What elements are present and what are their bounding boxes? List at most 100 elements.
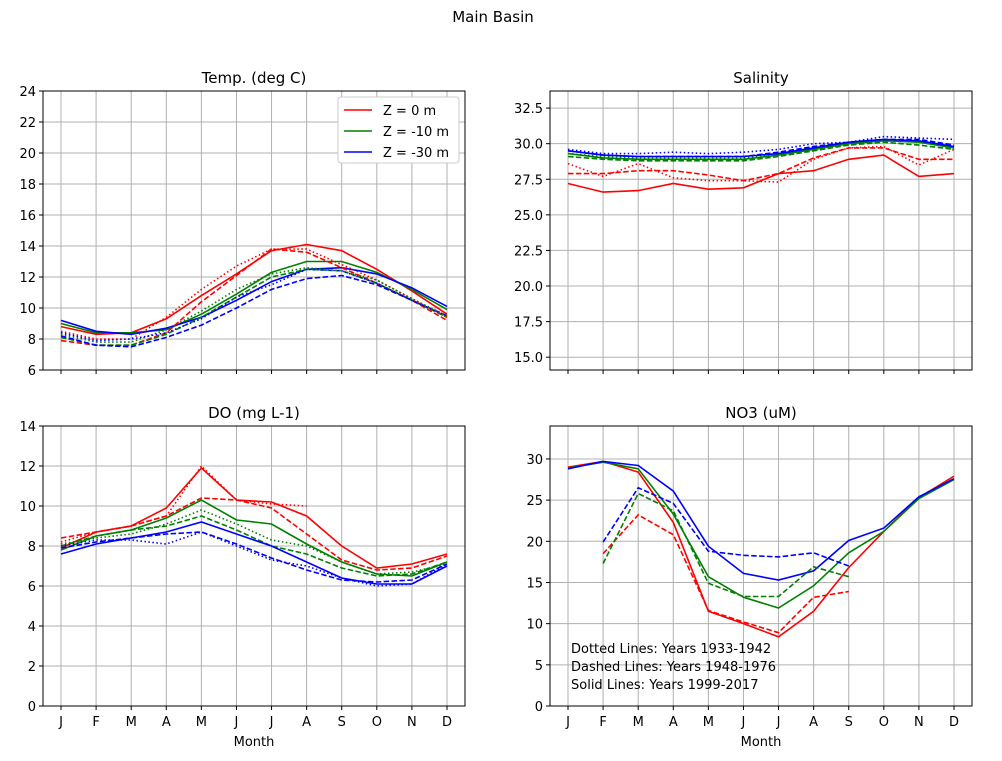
legend: Z = 0 m Z = -10 m Z = -30 m [337, 96, 460, 164]
x-tick-label: S [845, 715, 853, 730]
series-line-dotted [60, 464, 307, 543]
x-tick-label: N [407, 715, 417, 730]
series-line-dotted [60, 509, 448, 575]
axes-frame [42, 90, 466, 371]
subplot-title: NO3 (uM) [725, 404, 797, 422]
legend-box [337, 96, 460, 164]
x-tick-label: D [442, 715, 452, 730]
y-tick-label: 25 [526, 494, 543, 509]
y-tick-label: 5 [535, 659, 543, 674]
y-tick-label: 4 [28, 620, 36, 635]
series-line-solid [567, 460, 955, 638]
figure-title: Main Basin [452, 8, 534, 26]
x-tick-label: J [269, 715, 274, 730]
x-tick-label: M [126, 715, 137, 730]
y-tick-label: 20 [526, 535, 543, 550]
x-tick-label: D [949, 715, 959, 730]
y-tick-label: 14 [19, 420, 36, 435]
series-line-dashed [567, 138, 955, 158]
annotation: Dotted Lines: Years 1933-1942 [571, 642, 771, 657]
axes-frame [549, 90, 973, 371]
x-tick-label: O [879, 715, 889, 730]
x-tick-label: J [776, 715, 781, 730]
x-tick-label: F [92, 715, 99, 730]
y-tick-label: 14 [19, 240, 36, 255]
y-tick-label: 2 [28, 660, 36, 675]
x-tick-label: O [372, 715, 382, 730]
x-tick-label: A [302, 715, 311, 730]
y-tick-label: 10 [526, 618, 543, 633]
x-tick-label: N [914, 715, 924, 730]
y-tick-label: 10 [19, 500, 36, 515]
series-line-solid [60, 260, 448, 334]
series-line-dotted [567, 145, 955, 183]
y-tick-label: 27.5 [514, 173, 543, 188]
series-line-dashed [60, 248, 448, 346]
annotation: Solid Lines: Years 1999-2017 [571, 678, 758, 693]
annotation: Dashed Lines: Years 1948-1976 [571, 660, 776, 675]
series-line-dashed [568, 147, 954, 182]
y-tick-label: 8 [28, 540, 36, 555]
y-tick-label: 12 [19, 460, 36, 475]
x-tick-label: J [565, 715, 570, 730]
series-line-dashed [602, 492, 849, 598]
series-line-dashed [602, 513, 849, 634]
series-line-dotted [60, 266, 448, 343]
y-tick-label: 20 [19, 147, 36, 162]
y-tick-label: 18 [19, 178, 36, 193]
y-tick-label: 12 [19, 271, 36, 286]
x-tick-label: J [58, 715, 63, 730]
y-tick-label: 22.5 [514, 244, 543, 259]
y-tick-label: 24 [19, 85, 36, 100]
series-line-dashed [602, 486, 849, 567]
y-tick-label: 30 [526, 453, 543, 468]
x-axis-label: Month [234, 735, 275, 750]
y-tick-label: 30.0 [514, 138, 543, 153]
x-tick-label: M [633, 715, 644, 730]
y-tick-label: 25.0 [514, 209, 543, 224]
y-tick-label: 32.5 [514, 102, 543, 117]
axes-frame [42, 425, 466, 707]
y-tick-label: 10 [19, 302, 36, 317]
x-tick-label: M [703, 715, 714, 730]
y-tick-label: 20.0 [514, 280, 543, 295]
x-tick-label: A [809, 715, 818, 730]
x-tick-label: A [162, 715, 171, 730]
y-tick-label: 0 [28, 700, 36, 715]
y-tick-label: 16 [19, 209, 36, 224]
subplot-2: DO (mg L-1) J F M A M J J A S O N D 0 2 4 6 8 10 12 14 Month [19, 404, 466, 750]
y-tick-label: 6 [28, 364, 36, 379]
subplot-title: Salinity [733, 69, 789, 87]
legend-label: Z = -10 m [383, 125, 449, 140]
axes-frame [549, 425, 973, 707]
y-tick-label: 22 [19, 116, 36, 131]
series-line-dotted [60, 268, 448, 342]
x-tick-label: F [599, 715, 606, 730]
legend-label: Z = -30 m [383, 146, 449, 161]
series-line-dashed [60, 515, 448, 577]
subplot-1: Salinity 15.0 17.5 20.0 22.5 25.0 27.5 30.0 32.5 [514, 69, 973, 374]
x-tick-label: J [234, 715, 239, 730]
series-line-solid [567, 139, 955, 161]
series-line-solid [567, 461, 955, 609]
y-tick-label: 6 [28, 580, 36, 595]
x-tick-label: S [338, 715, 346, 730]
y-tick-label: 17.5 [514, 316, 543, 331]
series-line-dashed [60, 531, 448, 583]
series-line-dashed [567, 141, 955, 162]
series-line-solid [567, 460, 955, 581]
y-tick-label: 15.0 [514, 351, 543, 366]
series-line-dashed [60, 274, 448, 348]
x-axis-label: Month [741, 735, 782, 750]
x-tick-label: A [669, 715, 678, 730]
subplot-title: DO (mg L-1) [208, 404, 300, 422]
series-line-solid [60, 466, 448, 569]
y-tick-label: 0 [535, 700, 543, 715]
x-tick-label: M [196, 715, 207, 730]
series-line-dotted [567, 135, 955, 155]
subplot-3: NO3 (uM) J F M A M J J A S O N D 0 5 10 15 20 25 30 Month Dot… [526, 404, 973, 750]
x-tick-label: J [741, 715, 746, 730]
y-tick-label: 15 [526, 576, 543, 591]
